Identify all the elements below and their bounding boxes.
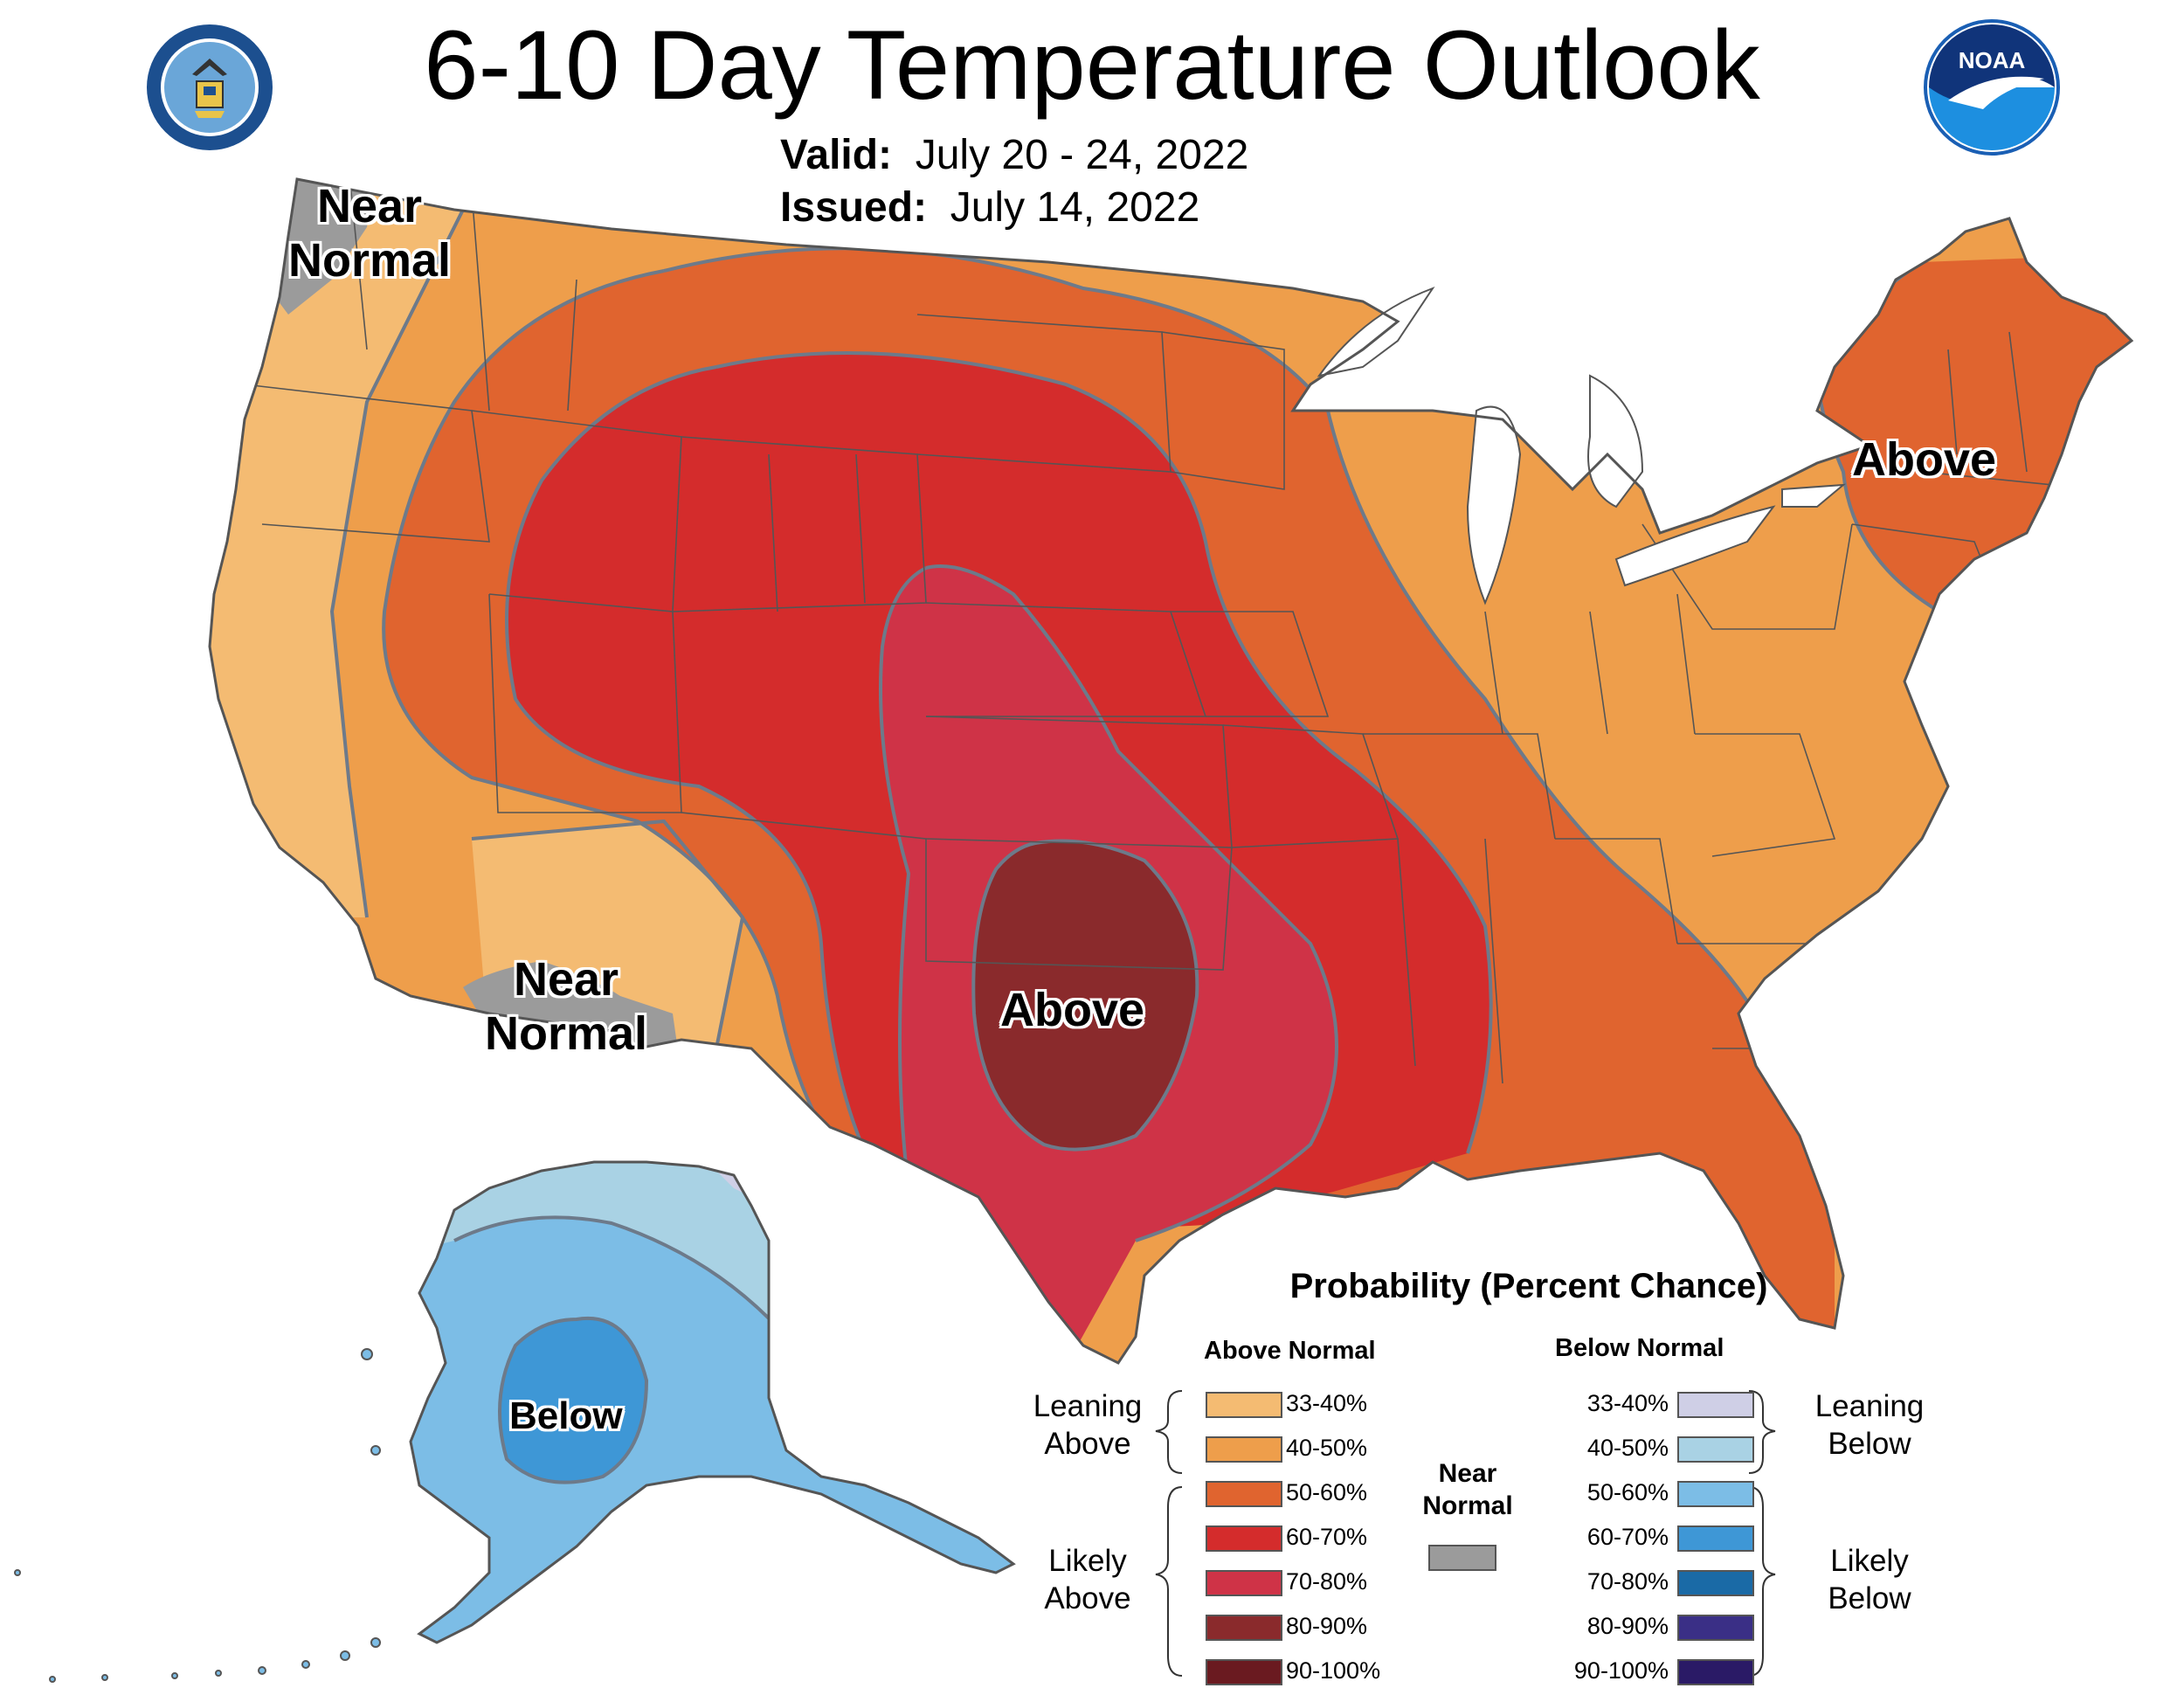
- conus-outline: [208, 177, 2134, 1365]
- near-normal-legend-label: Near Normal: [1398, 1457, 1538, 1522]
- legend-above-range-2: 50-60%: [1286, 1479, 1368, 1505]
- legend-above-swatch-6: [1206, 1659, 1282, 1685]
- legend-above-swatch-2: [1206, 1481, 1282, 1507]
- legend-below-range-3: 60-70%: [1586, 1524, 1669, 1550]
- legend-above-range-4: 70-80%: [1286, 1568, 1368, 1595]
- alaska-shading: [411, 1162, 1013, 1643]
- alaska-contour-2: [498, 1316, 649, 1484]
- legend-below-swatch-3: [1677, 1525, 1754, 1552]
- legend-below-range-0: 33-40%: [1586, 1390, 1669, 1416]
- legend-above-swatch-5: [1206, 1615, 1282, 1641]
- issued-line: Issued: July 14, 2022: [780, 183, 1199, 232]
- lake-ontario: [1781, 483, 1847, 508]
- legend-below-header: Below Normal: [1555, 1334, 1724, 1362]
- legend-above-range-6: 90-100%: [1286, 1657, 1381, 1684]
- lake-michigan: [1466, 405, 1522, 605]
- lake-erie: [1614, 505, 1776, 587]
- likely-above-text: Likely Above: [1044, 1544, 1131, 1615]
- legend-above-swatch-1: [1206, 1436, 1282, 1463]
- leaning-above-text: Leaning Above: [1033, 1389, 1143, 1461]
- nw-near-normal-label: Near Normal: [288, 179, 451, 287]
- likely-below-text: Likely Below: [1828, 1544, 1911, 1615]
- legend-above-range-3: 60-70%: [1286, 1524, 1368, 1550]
- legend-above-header: Above Normal: [1204, 1337, 1376, 1365]
- legend-below-range-4: 70-80%: [1586, 1568, 1669, 1595]
- valid-label: Valid:: [780, 132, 893, 178]
- northeast-above-label: Above: [1852, 433, 1997, 486]
- legend-below-swatch-2: [1677, 1481, 1754, 1507]
- probability-contours: [329, 179, 2132, 1242]
- legend-title: Probability (Percent Chance): [1289, 1267, 1768, 1305]
- commerce-seal-icon: [147, 24, 273, 150]
- noaa-logo-icon: NOAA: [1924, 19, 2060, 156]
- sw-near-normal-text: Near Normal: [485, 953, 648, 1060]
- legend-below-range-5: 80-90%: [1586, 1613, 1669, 1639]
- legend-below-range-1: 40-50%: [1586, 1435, 1669, 1461]
- legend-below-braces: [1748, 1390, 1776, 1677]
- sw-near-normal-label: Near Normal: [485, 952, 647, 1061]
- noaa-logo-text: NOAA: [1959, 47, 2026, 73]
- legend-below-swatch-0: [1677, 1392, 1754, 1418]
- valid-value: July 20 - 24, 2022: [915, 132, 1249, 178]
- plains-above-label: Above: [1000, 984, 1145, 1036]
- legend-above-range-5: 80-90%: [1286, 1613, 1368, 1639]
- legend-below-range-2: 50-60%: [1586, 1479, 1669, 1505]
- leaning-above-label: Leaning Above: [1013, 1387, 1162, 1463]
- legend-below-swatch-4: [1677, 1570, 1754, 1596]
- legend-above-swatch-0: [1206, 1392, 1282, 1418]
- legend-above-swatch-4: [1206, 1570, 1282, 1596]
- near-normal-legend-text: Near Normal: [1422, 1459, 1513, 1520]
- aleutian-islands: [14, 1348, 381, 1683]
- legend-above-braces: [1155, 1390, 1183, 1677]
- legend-below-range-6: 90-100%: [1573, 1657, 1669, 1684]
- legend-below-swatch-5: [1677, 1615, 1754, 1641]
- page-title: 6-10 Day Temperature Outlook: [424, 10, 1760, 120]
- valid-line: Valid: July 20 - 24, 2022: [780, 131, 1248, 180]
- issued-label: Issued:: [780, 184, 928, 231]
- texas-80-90: [973, 841, 1198, 1150]
- legend-below-swatch-1: [1677, 1436, 1754, 1463]
- legend-above-swatch-3: [1206, 1525, 1282, 1552]
- legend-above-range-1: 40-50%: [1286, 1435, 1368, 1461]
- likely-below-label: Likely Below: [1787, 1542, 1952, 1617]
- nw-near-normal-text: Near Normal: [288, 180, 452, 287]
- alaska-outline: [409, 1160, 1016, 1644]
- leaning-below-label: Leaning Below: [1787, 1387, 1952, 1463]
- issued-value: July 14, 2022: [950, 184, 1200, 231]
- alaska-contour-1: [453, 1215, 788, 1339]
- alaska-below-label: Below: [509, 1394, 623, 1437]
- leaning-below-text: Leaning Below: [1814, 1389, 1925, 1461]
- likely-above-label: Likely Above: [1013, 1542, 1162, 1617]
- legend-above-range-0: 33-40%: [1286, 1390, 1368, 1416]
- legend-below-swatch-6: [1677, 1659, 1754, 1685]
- alaska-core-60-70: [500, 1318, 646, 1483]
- near-normal-swatch: [1428, 1545, 1496, 1571]
